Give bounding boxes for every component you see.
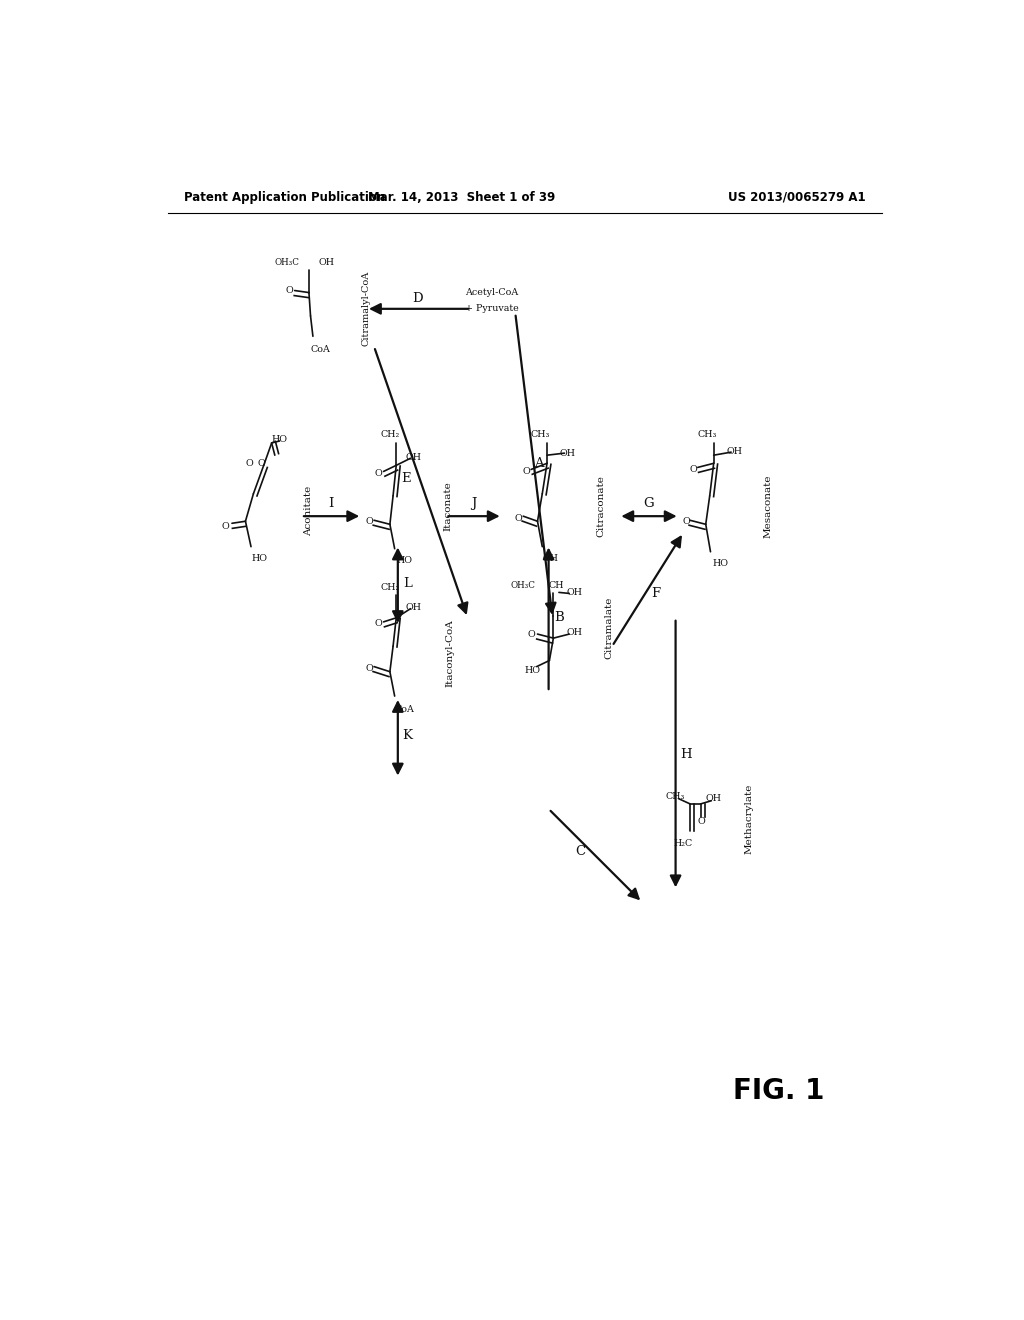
Text: OH: OH: [566, 587, 582, 597]
Text: K: K: [402, 729, 413, 742]
Text: OH: OH: [706, 795, 722, 804]
Text: Itaconyl-CoA: Itaconyl-CoA: [445, 619, 455, 688]
Text: O: O: [527, 630, 535, 639]
Text: HO: HO: [252, 554, 267, 564]
Text: CH₃: CH₃: [666, 792, 685, 801]
Text: F: F: [651, 587, 660, 599]
Text: Itaconate: Itaconate: [443, 480, 453, 531]
Text: E: E: [401, 473, 411, 484]
Text: OH: OH: [543, 554, 559, 564]
Text: HO: HO: [524, 667, 541, 675]
Text: + Pyruvate: + Pyruvate: [465, 305, 518, 313]
Text: O: O: [366, 664, 373, 673]
Text: O: O: [222, 521, 229, 531]
Text: C: C: [575, 845, 586, 858]
Text: Citraconate: Citraconate: [597, 475, 605, 537]
Text: CH₂: CH₂: [380, 583, 399, 591]
Text: CH₃: CH₃: [531, 430, 550, 440]
Text: O: O: [682, 516, 690, 525]
Text: H₂C: H₂C: [674, 840, 693, 847]
Text: Mar. 14, 2013  Sheet 1 of 39: Mar. 14, 2013 Sheet 1 of 39: [368, 191, 555, 203]
Text: I: I: [329, 498, 334, 511]
Text: J: J: [471, 498, 477, 511]
Text: D: D: [413, 292, 423, 305]
Text: Patent Application Publication: Patent Application Publication: [183, 191, 385, 203]
Text: HO: HO: [712, 560, 728, 569]
Text: O: O: [522, 467, 530, 477]
Text: Mesaconate: Mesaconate: [763, 474, 772, 537]
Text: O: O: [689, 465, 697, 474]
Text: O: O: [375, 619, 383, 628]
Text: Aconitate: Aconitate: [304, 486, 313, 536]
Text: US 2013/0065279 A1: US 2013/0065279 A1: [728, 191, 866, 203]
Text: O: O: [257, 459, 265, 467]
Text: B: B: [554, 611, 564, 624]
Text: CoA: CoA: [394, 705, 414, 714]
Text: O: O: [246, 459, 253, 467]
Text: Acetyl-CoA: Acetyl-CoA: [465, 288, 518, 297]
Text: CH: CH: [549, 581, 564, 590]
Text: OH: OH: [406, 603, 422, 612]
Text: O: O: [366, 516, 373, 525]
Text: OH: OH: [406, 453, 422, 462]
Text: OH₃C: OH₃C: [274, 257, 299, 267]
Text: O: O: [697, 817, 705, 825]
Text: Citramalate: Citramalate: [604, 597, 613, 659]
Text: CH₂: CH₂: [380, 430, 399, 440]
Text: Citramalyl-CoA: Citramalyl-CoA: [361, 271, 371, 346]
Text: HO: HO: [396, 557, 413, 565]
Text: G: G: [643, 498, 654, 511]
Text: OH: OH: [726, 446, 742, 455]
Text: A: A: [535, 457, 544, 470]
Text: L: L: [402, 577, 412, 590]
Text: O: O: [515, 513, 522, 523]
Text: OH: OH: [560, 449, 575, 458]
Text: O: O: [286, 286, 293, 296]
Text: HO: HO: [271, 436, 288, 445]
Text: CH₃: CH₃: [697, 430, 717, 440]
Text: OH: OH: [566, 627, 582, 636]
Text: H: H: [680, 747, 692, 760]
Text: CoA: CoA: [310, 345, 330, 354]
Text: FIG. 1: FIG. 1: [733, 1077, 824, 1105]
Text: O: O: [375, 469, 383, 478]
Text: OH: OH: [318, 257, 335, 267]
Text: Methacrylate: Methacrylate: [744, 784, 753, 854]
Text: OH₃C: OH₃C: [511, 581, 536, 590]
